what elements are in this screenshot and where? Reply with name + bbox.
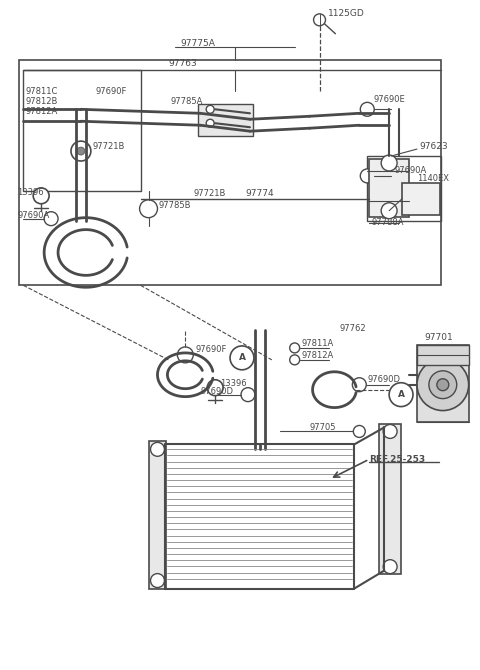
Text: 97623: 97623 [419,141,447,151]
Circle shape [151,574,165,588]
Circle shape [178,347,193,363]
Circle shape [313,14,325,26]
Circle shape [352,378,366,392]
Text: 97721B: 97721B [193,190,226,198]
Text: 97775A: 97775A [180,40,215,48]
Text: 13396: 13396 [220,379,247,388]
Text: 97812A: 97812A [301,351,334,360]
Text: 97690D: 97690D [367,375,400,384]
Text: 13396: 13396 [17,188,44,198]
Circle shape [44,212,58,226]
Circle shape [389,383,413,407]
Text: 1140EX: 1140EX [417,174,449,184]
Text: 97811A: 97811A [301,340,334,348]
Bar [23,70,141,191]
Circle shape [360,103,374,117]
Text: 97812A: 97812A [25,107,58,116]
Text: 97690F: 97690F [195,346,227,354]
Circle shape [290,355,300,365]
Circle shape [151,442,165,456]
Circle shape [140,200,157,218]
Circle shape [383,559,397,574]
Text: 97785B: 97785B [158,201,191,210]
Text: 97721B: 97721B [93,141,125,151]
Circle shape [206,105,214,113]
Bar [417,345,468,365]
Circle shape [207,380,223,396]
Bar [148,442,167,588]
Circle shape [290,343,300,353]
Circle shape [241,388,255,401]
Text: 97788A: 97788A [371,218,404,227]
Bar [367,156,441,220]
Text: 97690D: 97690D [200,387,233,396]
Text: 97812B: 97812B [25,97,58,106]
Text: A: A [397,390,405,399]
Bar [19,60,441,285]
Text: 97762: 97762 [339,324,366,332]
Circle shape [383,425,397,438]
Text: 97774: 97774 [245,190,274,198]
Text: 97690A: 97690A [17,211,49,220]
Circle shape [230,346,254,370]
Text: A: A [239,353,245,362]
Circle shape [33,188,49,204]
Circle shape [381,155,397,171]
Circle shape [360,169,374,183]
Bar [369,159,409,216]
Text: 97785A: 97785A [170,97,203,106]
Bar [198,105,253,136]
Circle shape [437,379,449,391]
Text: 97690A: 97690A [394,166,426,176]
Circle shape [353,425,365,438]
Text: REF.25-253: REF.25-253 [369,455,425,464]
Circle shape [381,203,397,218]
Circle shape [206,119,214,127]
Text: 97701: 97701 [424,334,453,342]
Text: 97705: 97705 [310,423,336,432]
Text: 97811C: 97811C [25,87,58,96]
Text: 1125GD: 1125GD [327,9,364,18]
Bar [379,425,401,574]
Bar [417,345,468,423]
Circle shape [71,141,91,161]
Circle shape [77,147,85,155]
Circle shape [417,359,468,411]
Bar [402,183,440,214]
Text: 97763: 97763 [168,59,197,68]
Text: 97690E: 97690E [373,95,405,104]
Circle shape [429,371,457,399]
Text: 97690F: 97690F [96,87,127,96]
